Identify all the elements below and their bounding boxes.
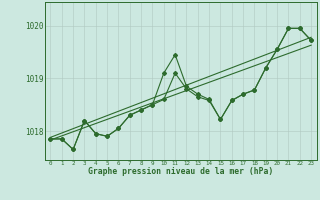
X-axis label: Graphe pression niveau de la mer (hPa): Graphe pression niveau de la mer (hPa) (88, 167, 273, 176)
